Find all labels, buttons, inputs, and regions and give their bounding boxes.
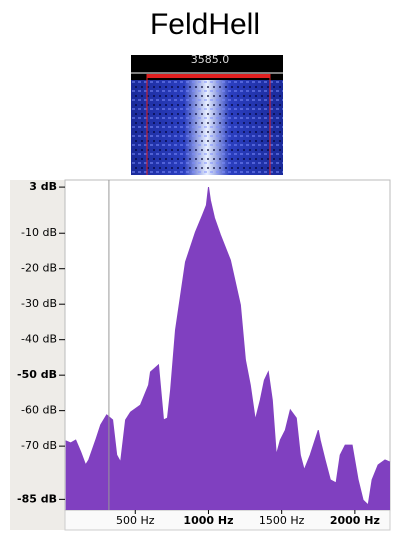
x-tick-label: 2000 Hz: [330, 514, 380, 527]
x-tick-label: 1500 Hz: [259, 514, 305, 527]
y-axis-panel: [10, 180, 65, 530]
y-tick-label: -60 dB: [21, 404, 57, 417]
y-tick-label: -30 dB: [21, 297, 57, 310]
title: FeldHell: [150, 8, 260, 41]
y-tick-label: -20 dB: [21, 262, 57, 275]
y-tick-label: -40 dB: [21, 333, 57, 346]
y-tick-label: -50 dB: [17, 368, 57, 381]
x-tick-label: 500 Hz: [116, 514, 155, 527]
y-tick-label: -10 dB: [21, 226, 57, 239]
waterfall-texture: [131, 80, 283, 175]
y-tick-label: -85 dB: [17, 492, 57, 505]
y-tick-label: -70 dB: [21, 439, 57, 452]
passband: [147, 74, 270, 78]
waterfall-frequency: 3585.0: [191, 53, 230, 66]
waterfall: 3585.0: [131, 53, 283, 175]
y-tick-label: 3 dB: [29, 180, 57, 193]
x-tick-label: 1000 Hz: [183, 514, 233, 527]
spectrum-area: [65, 187, 390, 510]
